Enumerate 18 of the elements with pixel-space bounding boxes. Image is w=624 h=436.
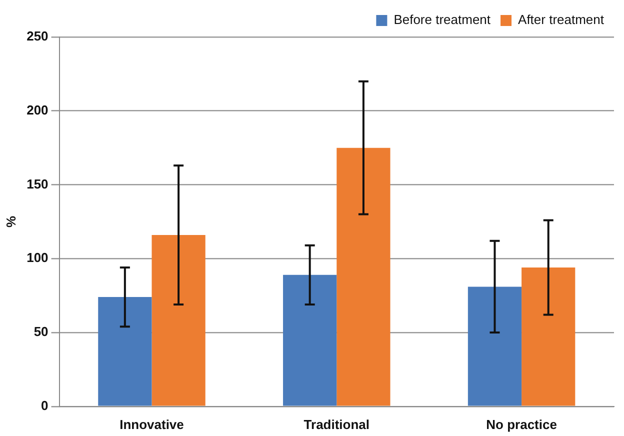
x-tick-label: Innovative xyxy=(120,416,184,432)
bar xyxy=(283,274,337,406)
y-tick-label: 50 xyxy=(34,324,48,340)
bar xyxy=(522,268,576,406)
legend-label: Before treatment xyxy=(394,12,491,28)
legend-label: After treatment xyxy=(518,12,604,28)
y-tick-label: 0 xyxy=(41,398,48,413)
y-tick-label: 200 xyxy=(26,102,48,118)
bar xyxy=(98,297,152,406)
x-tick-label: Traditional xyxy=(304,416,370,432)
y-axis-title: % xyxy=(3,215,18,228)
y-tick-label: 100 xyxy=(26,250,48,266)
y-tick-label: 150 xyxy=(26,176,48,192)
y-tick-label: 250 xyxy=(26,28,48,44)
bar xyxy=(152,235,206,406)
bar xyxy=(336,148,390,406)
x-tick-label: No practice xyxy=(486,416,557,432)
bar xyxy=(468,286,522,406)
